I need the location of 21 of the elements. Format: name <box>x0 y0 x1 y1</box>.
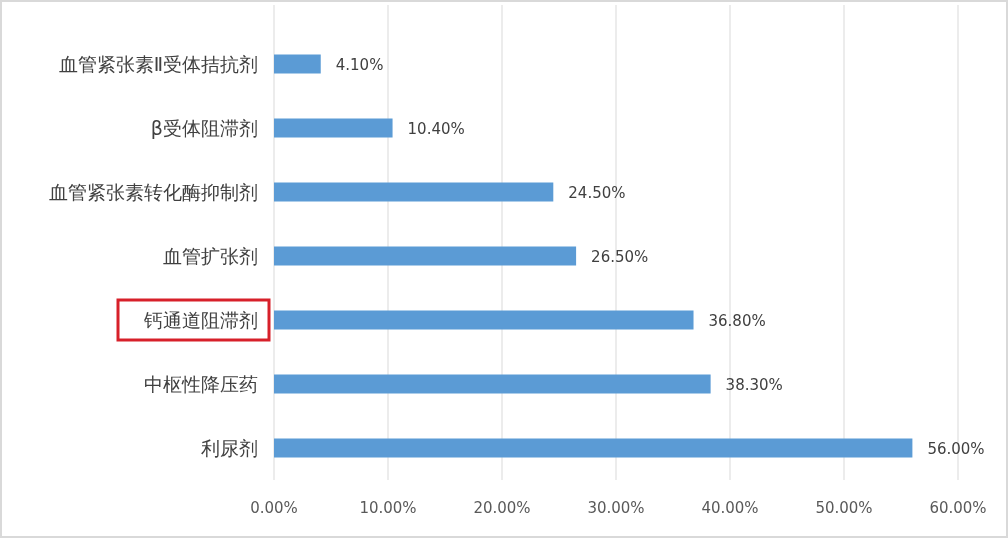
data-label: 26.50% <box>591 248 649 266</box>
x-tick-label: 50.00% <box>815 499 873 517</box>
data-label: 4.10% <box>335 56 384 74</box>
data-label: 38.30% <box>725 376 783 394</box>
x-tick-label: 40.00% <box>701 499 759 517</box>
x-tick-label: 60.00% <box>929 499 987 517</box>
x-tick-label: 20.00% <box>473 499 531 517</box>
y-tick-label: 中枢性降压药 <box>144 373 258 395</box>
x-tick-label: 0.00% <box>250 499 298 517</box>
x-tick-label: 30.00% <box>587 499 645 517</box>
y-tick-label: 血管紧张素Ⅱ受体拮抗剂 <box>58 53 258 75</box>
x-tick-label: 10.00% <box>359 499 417 517</box>
data-label: 24.50% <box>568 184 626 202</box>
data-label: 56.00% <box>927 440 985 458</box>
y-tick-label: 利尿剂 <box>201 437 258 459</box>
data-label: 36.80% <box>708 312 766 330</box>
y-tick-label: 钙通道阻滞剂 <box>143 309 258 331</box>
y-tick-label: 血管紧张素转化酶抑制剂 <box>49 181 258 203</box>
y-tick-label: 血管扩张剂 <box>163 245 258 267</box>
y-tick-label: β受体阻滞剂 <box>150 117 258 139</box>
data-label: 10.40% <box>407 120 465 138</box>
